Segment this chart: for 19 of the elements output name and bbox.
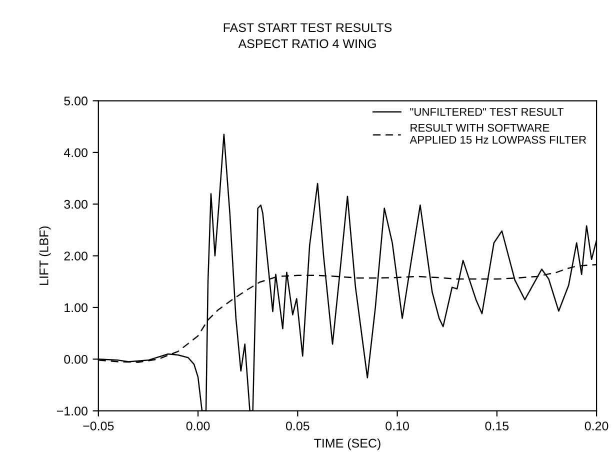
- y-axis-title: LIFT (LBF): [39, 226, 51, 285]
- x-tick-label: 0.15: [485, 422, 509, 430]
- y-tick-label: 0.00: [64, 354, 88, 364]
- x-axis-title: TIME (SEC): [314, 438, 380, 450]
- chart-title: FAST START TEST RESULTS: [224, 23, 392, 32]
- legend-label: "UNFILTERED" TEST RESULT: [410, 108, 564, 116]
- x-tick-label: 0.05: [286, 422, 310, 430]
- legend-label: RESULT WITH SOFTWARE APPLIED 15 Hz LOWPASS FILTER: [410, 124, 586, 144]
- y-tick-label: 4.00: [64, 148, 88, 158]
- y-tick-label: 5.00: [64, 96, 88, 106]
- x-tick-label: 0.00: [186, 422, 210, 430]
- x-tick-label: 0.10: [386, 422, 409, 430]
- chart-subtitle: ASPECT RATIO 4 WING: [238, 39, 376, 48]
- x-tick-label: −0.05: [83, 422, 114, 430]
- x-tick-label: 0.20: [584, 422, 608, 430]
- y-tick-label: 3.00: [64, 200, 88, 209]
- y-tick-label: 2.00: [64, 252, 88, 260]
- y-tick-label: −1.00: [56, 406, 88, 416]
- y-tick-label: 1.00: [64, 303, 88, 312]
